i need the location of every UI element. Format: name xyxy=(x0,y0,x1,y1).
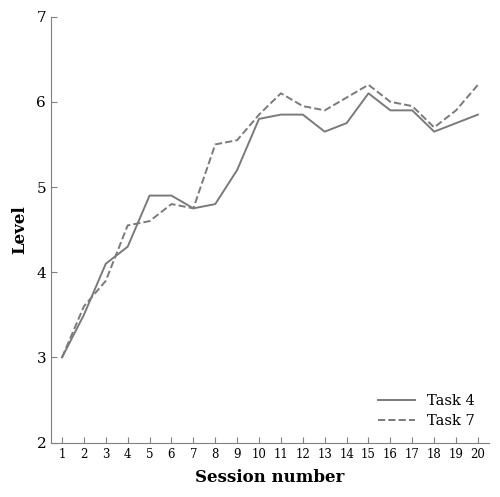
Task 7 xyxy=(256,112,262,118)
X-axis label: Session number: Session number xyxy=(196,469,344,486)
Task 7 xyxy=(366,82,372,88)
Task 7 xyxy=(124,223,130,229)
Task 7 xyxy=(388,99,394,105)
Task 4 xyxy=(190,205,196,211)
Task 7 xyxy=(168,201,174,207)
Task 7 xyxy=(300,103,306,109)
Line: Task 4: Task 4 xyxy=(62,93,478,357)
Task 4 xyxy=(453,120,459,126)
Task 4 xyxy=(103,261,109,267)
Task 4 xyxy=(300,112,306,118)
Task 7 xyxy=(234,137,240,143)
Task 7 xyxy=(453,107,459,113)
Task 7 xyxy=(322,107,328,113)
Task 4 xyxy=(475,112,481,118)
Task 4 xyxy=(278,112,284,118)
Task 7 xyxy=(81,303,87,309)
Task 7 xyxy=(212,142,218,148)
Task 4 xyxy=(256,116,262,122)
Task 4 xyxy=(212,201,218,207)
Y-axis label: Level: Level xyxy=(11,205,28,254)
Task 7 xyxy=(431,124,437,130)
Task 4 xyxy=(322,129,328,135)
Task 4 xyxy=(366,90,372,96)
Task 7 xyxy=(475,82,481,88)
Task 4 xyxy=(124,244,130,249)
Task 4 xyxy=(59,354,65,360)
Task 7 xyxy=(278,90,284,96)
Line: Task 7: Task 7 xyxy=(62,85,478,357)
Task 7 xyxy=(59,354,65,360)
Task 7 xyxy=(103,278,109,284)
Task 7 xyxy=(146,218,152,224)
Task 7 xyxy=(410,103,416,109)
Legend: Task 4, Task 7: Task 4, Task 7 xyxy=(371,387,482,435)
Task 4 xyxy=(81,312,87,318)
Task 7 xyxy=(190,205,196,211)
Task 4 xyxy=(168,192,174,198)
Task 4 xyxy=(410,107,416,113)
Task 4 xyxy=(234,167,240,173)
Task 7 xyxy=(344,94,349,100)
Task 4 xyxy=(344,120,349,126)
Task 4 xyxy=(431,129,437,135)
Task 4 xyxy=(146,192,152,198)
Task 4 xyxy=(388,107,394,113)
